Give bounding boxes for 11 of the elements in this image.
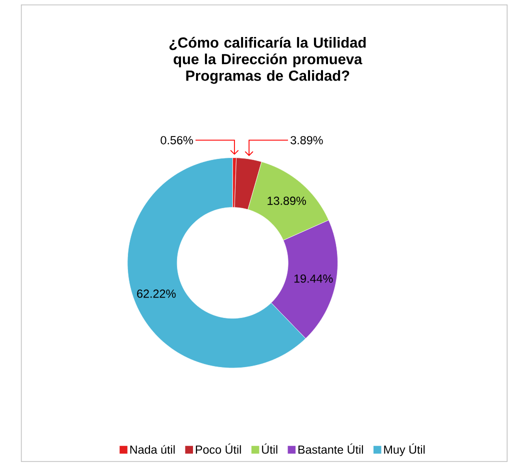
chart-title: ¿Cómo calificaría la Utilidad que la Dirección promueva Programas de Calidad?: [169, 36, 366, 84]
legend-label: Poco Útil: [196, 443, 241, 454]
data-label: 19.44%: [294, 274, 333, 283]
legend-label: Nada útil: [130, 444, 175, 454]
legend-label: Útil: [262, 443, 278, 454]
data-label: 0.56%: [160, 136, 193, 144]
data-label: 13.89%: [268, 196, 306, 205]
legend-label: Bastante Útil: [298, 443, 363, 454]
data-label: 3.89%: [290, 136, 323, 144]
data-label: 62.22%: [137, 289, 176, 298]
legend-label: Muy Útil: [384, 443, 425, 456]
